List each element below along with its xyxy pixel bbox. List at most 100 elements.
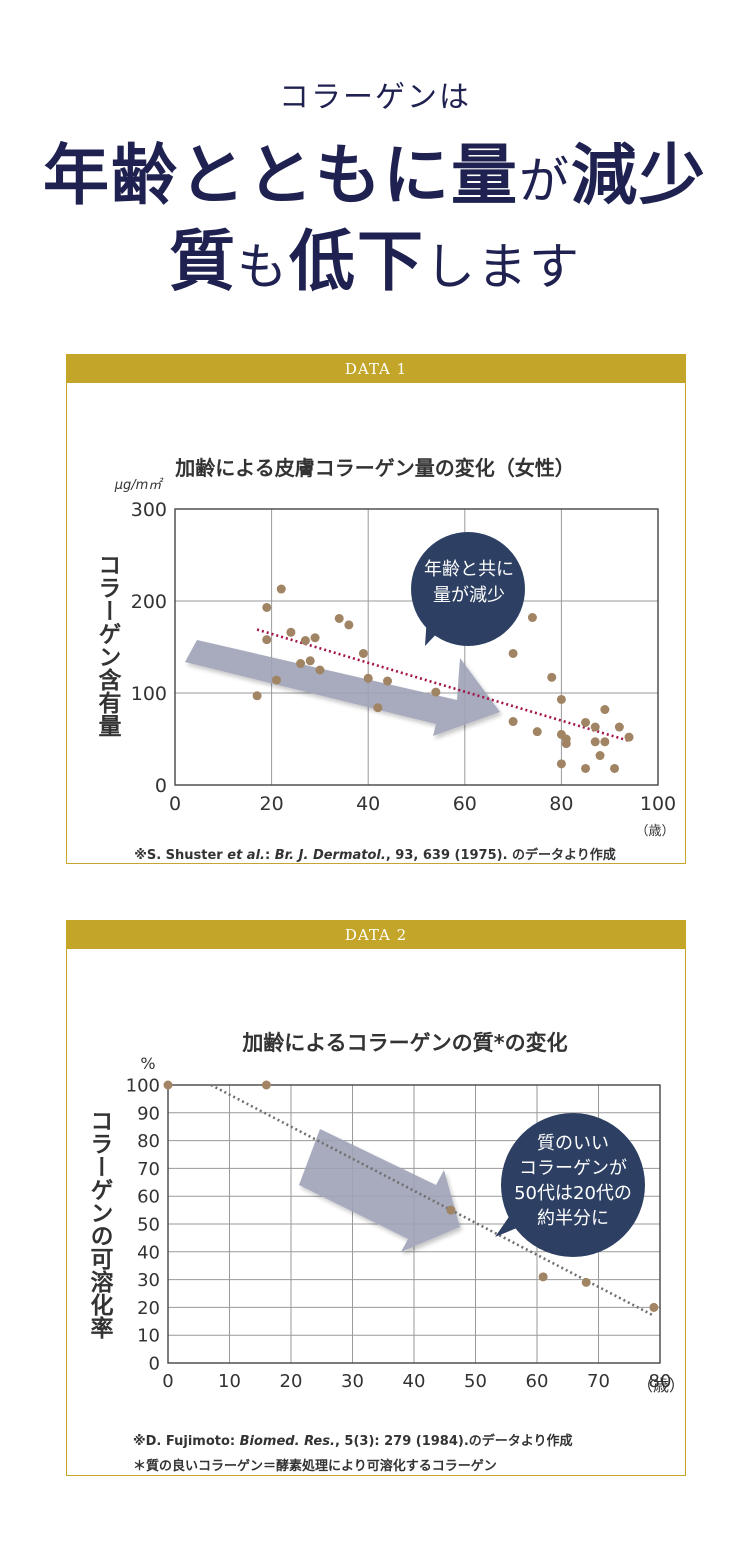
x-tick-label: 100 [640,793,676,815]
data-point [261,1080,271,1090]
data-point [262,635,272,645]
data-point [252,691,262,701]
x-tick-label: 50 [464,1371,487,1392]
y-tick-label: 60 [137,1187,160,1208]
data-point [310,633,320,643]
y-tick-label: 40 [137,1242,160,1263]
data-point [334,613,344,623]
annotation-line-3: 50代は20代の [514,1183,632,1204]
data-point [300,636,310,646]
x-tick-label: 10 [218,1371,241,1392]
y-tick-labels: 0 10 20 30 40 50 60 70 80 90 100 [126,1075,160,1374]
x-tick-label: 20 [260,793,284,815]
data-point [600,705,610,715]
data-points [252,584,634,773]
x-unit-label: （歳） [635,824,674,839]
y-unit-label: μg/m㎡ [114,477,165,493]
y-tick-label: 100 [131,683,167,705]
data-point [538,1272,548,1282]
headline-sub: コラーゲンは [279,80,471,115]
x-tick-label: 60 [526,1371,549,1392]
data-point [383,676,393,686]
data-panel-1: DATA 1 加齢による皮膚コラーゲン量の変化（女性） μg/m㎡ コラーゲン含… [66,354,686,864]
headline-line-2: 質も低下します [169,222,581,300]
data-point [624,732,634,742]
collagen-amount-chart: 加齢による皮膚コラーゲン量の変化（女性） μg/m㎡ コラーゲン含有量 0 20 4… [94,456,676,863]
plot-frame [167,1084,661,1364]
y-axis-label: コラーゲン含有量 [94,553,122,737]
data-point [595,751,605,761]
y-tick-label: 0 [155,775,167,797]
citation: ※D. Fujimoto: Biomed. Res., 5(3): 279 (1… [133,1433,573,1449]
data-panel-2: DATA 2 加齢によるコラーゲンの質*の変化 % コラーゲンの可溶化率 0 10… [66,920,686,1476]
data-point [431,687,441,697]
annotation-bubble: 年齢と共に 量が減少 [411,532,525,646]
data-point [649,1302,659,1312]
grid [174,508,659,786]
trend-arrow [185,640,500,736]
y-tick-label: 0 [149,1353,160,1374]
plot-frame [174,508,659,786]
x-tick-label: 60 [453,793,477,815]
data-point [305,656,315,666]
y-tick-label: 30 [137,1270,160,1291]
y-tick-label: 70 [137,1159,160,1180]
data-point [276,584,286,594]
data-point [610,763,620,773]
panel-bar-label: DATA 2 [67,921,685,949]
quality-note: ＊質の良いコラーゲン＝酵素処理により可溶化するコラーゲン [133,1458,497,1474]
data-point [581,1277,591,1287]
x-tick-labels: 0 20 40 60 80 100 [169,793,676,815]
citation: ※S. Shuster et al.: Br. J. Dermatol., 93… [134,847,616,863]
data-point [508,648,518,658]
data-point [271,675,281,685]
annotation-line-1: 年齢と共に [424,559,514,580]
x-tick-label: 80 [549,793,573,815]
y-tick-label: 100 [126,1075,160,1096]
x-unit-label: （歳） [637,1376,685,1395]
y-axis-label: コラーゲンの可溶化率 [86,1109,114,1339]
x-tick-label: 0 [162,1371,173,1392]
x-tick-label: 20 [280,1371,303,1392]
headline-line-1: 年齢とともに量が減少 [43,136,707,214]
chart-title: 加齢によるコラーゲンの質*の変化 [241,1031,567,1055]
data-point [590,737,600,747]
data-point [556,759,566,769]
annotation-line-2: 量が減少 [433,585,505,606]
trend-line [210,1083,655,1317]
data-point [581,717,591,727]
data-points [163,1080,659,1312]
y-tick-label: 80 [137,1131,160,1152]
y-unit-label: % [140,1054,155,1073]
panel-bar-label: DATA 1 [67,355,685,383]
data-point [373,703,383,713]
data-point [315,665,325,675]
collagen-quality-chart: 加齢によるコラーゲンの質*の変化 % コラーゲンの可溶化率 0 10 20 30 40 5… [86,1031,685,1474]
data-point [556,694,566,704]
y-tick-label: 200 [131,591,167,613]
y-tick-labels: 0 100 200 300 [131,499,167,797]
data-point [590,722,600,732]
chart-title: 加齢による皮膚コラーゲン量の変化（女性） [174,456,574,480]
y-tick-label: 50 [137,1214,160,1235]
data-point [581,763,591,773]
data-point [600,737,610,747]
trend-arrow [299,1129,460,1252]
y-tick-label: 10 [137,1326,160,1347]
y-tick-label: 300 [131,499,167,521]
annotation-bubble: 質のいい コラーゲンが 50代は20代の 約半分に [495,1113,645,1257]
x-tick-label: 40 [356,793,380,815]
data-point [446,1205,456,1215]
x-tick-label: 80 [649,1371,672,1392]
x-tick-label: 0 [169,793,181,815]
data-point [532,727,542,737]
data-point [614,722,624,732]
data-point [547,672,557,682]
data-point [163,1080,173,1090]
data-point [508,717,518,727]
y-tick-label: 20 [137,1298,160,1319]
data-point [286,627,296,637]
data-point [262,602,272,612]
data-point [296,659,306,669]
y-tick-label: 90 [137,1103,160,1124]
